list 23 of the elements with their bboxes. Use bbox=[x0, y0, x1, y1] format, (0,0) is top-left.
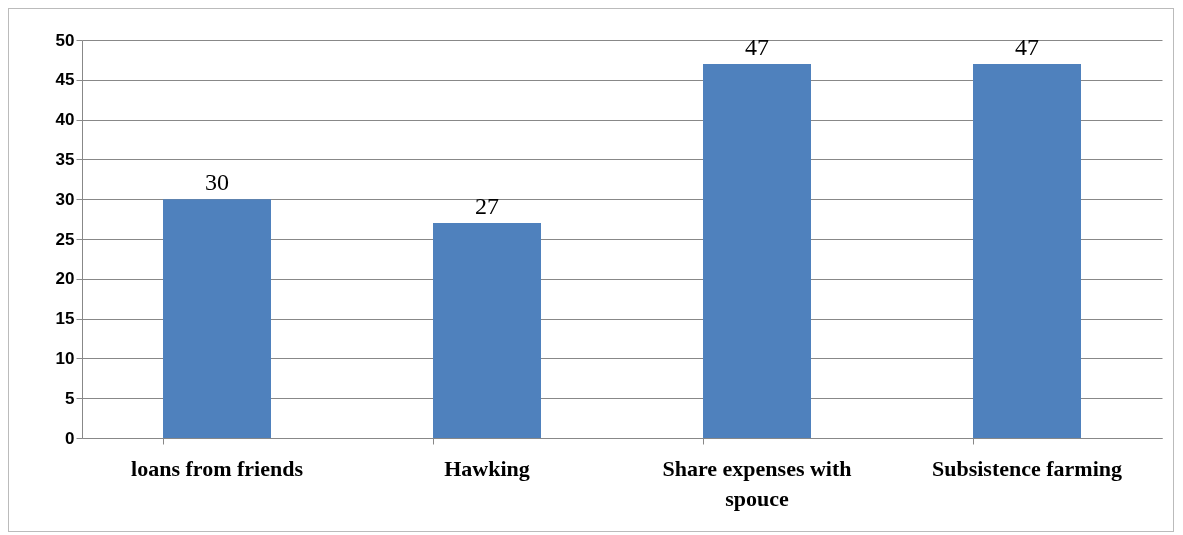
y-tick-label: 15 bbox=[55, 309, 75, 329]
y-tick-label: 50 bbox=[55, 30, 75, 50]
x-tick-label: Hawking bbox=[444, 455, 530, 481]
bar bbox=[433, 223, 541, 438]
bar bbox=[703, 63, 811, 438]
data-label: 27 bbox=[475, 193, 499, 220]
y-tick-label: 20 bbox=[55, 269, 75, 289]
y-tick-label: 45 bbox=[55, 70, 75, 90]
y-tick-label: 35 bbox=[55, 149, 75, 169]
data-label: 30 bbox=[205, 169, 229, 196]
y-tick-label: 30 bbox=[55, 189, 75, 209]
data-label: 47 bbox=[1015, 33, 1039, 60]
y-tick-label: 25 bbox=[55, 229, 75, 249]
x-tick-label: loans from friends bbox=[131, 455, 304, 481]
y-tick-label: 0 bbox=[65, 428, 75, 448]
x-tick-label: Subsistence farming bbox=[931, 455, 1123, 481]
bar bbox=[973, 63, 1081, 438]
y-tick-label: 40 bbox=[55, 110, 75, 130]
y-tick-label: 5 bbox=[65, 388, 75, 408]
bar bbox=[163, 199, 271, 438]
y-tick-label: 10 bbox=[55, 348, 75, 368]
data-label: 47 bbox=[745, 33, 769, 60]
x-tick-label: Share expenses with spouce bbox=[662, 455, 852, 511]
